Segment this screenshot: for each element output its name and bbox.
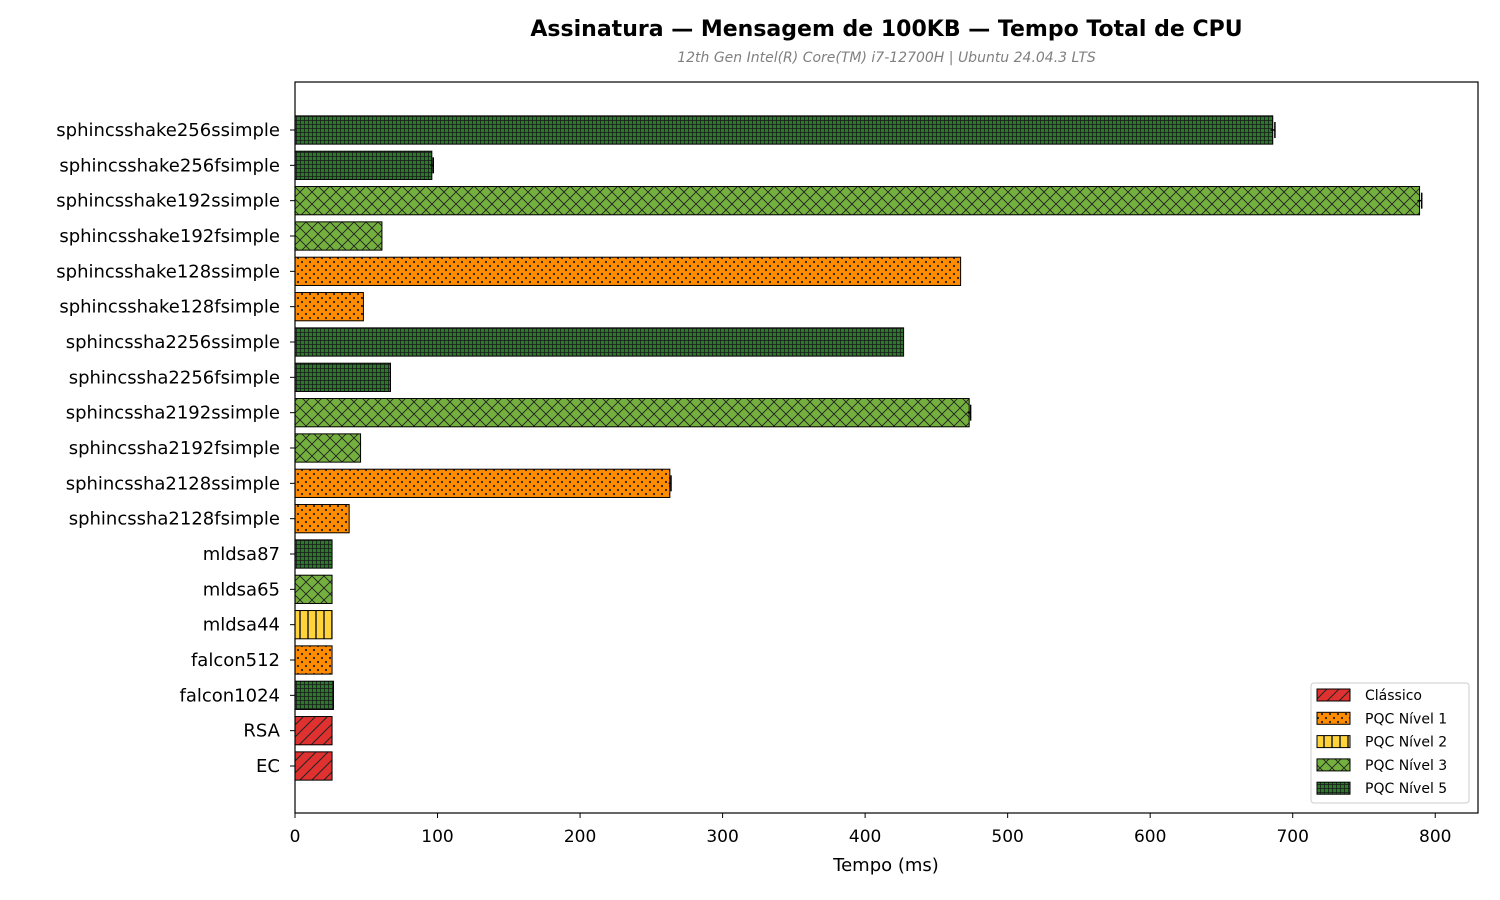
x-axis-label: Tempo (ms) — [832, 855, 939, 876]
bar-sphincsshake256ssimple — [294, 115, 1274, 145]
bar-sphincssha2128ssimple — [294, 468, 671, 498]
y-tick-label: falcon512 — [191, 650, 280, 671]
y-tick-label: sphincsshake128ssimple — [56, 261, 280, 282]
bars-layer — [294, 115, 1421, 781]
y-tick-label: sphincsshake256ssimple — [56, 120, 280, 141]
legend-swatch-c — [1316, 688, 1351, 702]
legend-swatch-n5 — [1316, 781, 1351, 795]
y-tick-label: sphincssha2128ssimple — [66, 473, 280, 494]
x-tick-label: 0 — [290, 827, 301, 847]
bar-sphincssha2256ssimple — [294, 327, 905, 357]
bar-sphincssha2192fsimple — [294, 433, 362, 463]
x-tick-label: 800 — [1419, 827, 1451, 847]
legend-swatch-n1 — [1316, 711, 1351, 725]
legend-label-n2: PQC Nível 2 — [1365, 735, 1447, 751]
x-tick-label: 300 — [706, 827, 738, 847]
chart-subtitle: 12th Gen Intel(R) Core(TM) i7-12700H | U… — [677, 50, 1096, 66]
bar-sphincsshake192ssimple — [294, 186, 1421, 216]
bar-sphincsshake128ssimple — [294, 256, 962, 286]
y-tick-label: mldsa65 — [203, 579, 280, 600]
y-tick-label: sphincssha2128fsimple — [69, 509, 280, 530]
bar-sphincssha2128fsimple — [294, 504, 350, 534]
bar-falcon1024 — [294, 680, 334, 710]
legend-label-c: Clássico — [1365, 688, 1422, 704]
bar-falcon512 — [294, 645, 333, 675]
legend-swatch-n2 — [1316, 735, 1351, 749]
y-tick-label: falcon1024 — [180, 685, 281, 706]
y-tick-label: sphincssha2192fsimple — [69, 438, 280, 459]
y-tick-label: sphincsshake128fsimple — [59, 297, 280, 318]
legend-label-n3: PQC Nível 3 — [1365, 758, 1447, 774]
legend-label-n1: PQC Nível 1 — [1365, 711, 1447, 727]
x-tick-label: 500 — [991, 827, 1023, 847]
bar-EC — [294, 751, 333, 781]
bar-mldsa65 — [294, 574, 333, 604]
bar-mldsa44 — [294, 610, 333, 640]
bar-mldsa87 — [294, 539, 333, 569]
bar-sphincsshake192fsimple — [294, 221, 383, 251]
legend: Clássico PQC Nível 1 PQC Nível 2 PQC Nível … — [1310, 682, 1470, 804]
bar-sphincsshake128fsimple — [294, 292, 364, 322]
x-tick-label: 400 — [849, 827, 881, 847]
y-axis: sphincsshake256ssimple sphincsshake256fsi… — [56, 120, 295, 777]
y-tick-label: sphincssha2256fsimple — [69, 367, 280, 388]
x-tick-label: 100 — [421, 827, 453, 847]
y-tick-label: EC — [256, 756, 280, 777]
y-tick-label: sphincsshake256fsimple — [59, 155, 280, 176]
chart-title: Assinatura — Mensagem de 100KB — Tempo T… — [530, 17, 1243, 42]
y-tick-label: mldsa87 — [203, 544, 280, 565]
error-bars-layer — [430, 122, 1423, 492]
x-tick-label: 200 — [564, 827, 596, 847]
y-tick-label: RSA — [243, 721, 280, 742]
y-tick-label: sphincsshake192ssimple — [56, 191, 280, 212]
bar-sphincsshake256fsimple — [294, 150, 433, 180]
legend-label-n5: PQC Nível 5 — [1365, 781, 1447, 797]
bar-sphincssha2256fsimple — [294, 362, 391, 392]
legend-swatch-n3 — [1316, 758, 1351, 772]
y-tick-label: sphincssha2256ssimple — [66, 332, 280, 353]
y-tick-label: sphincsshake192fsimple — [59, 226, 280, 247]
x-axis: 0 100 200 300 400 500 600 700 800 — [290, 813, 1451, 847]
x-tick-label: 700 — [1276, 827, 1308, 847]
y-tick-label: mldsa44 — [203, 615, 280, 636]
bar-RSA — [294, 716, 333, 746]
y-tick-label: sphincssha2192ssimple — [66, 403, 280, 424]
bar-sphincssha2192ssimple — [294, 398, 970, 428]
x-tick-label: 600 — [1134, 827, 1166, 847]
